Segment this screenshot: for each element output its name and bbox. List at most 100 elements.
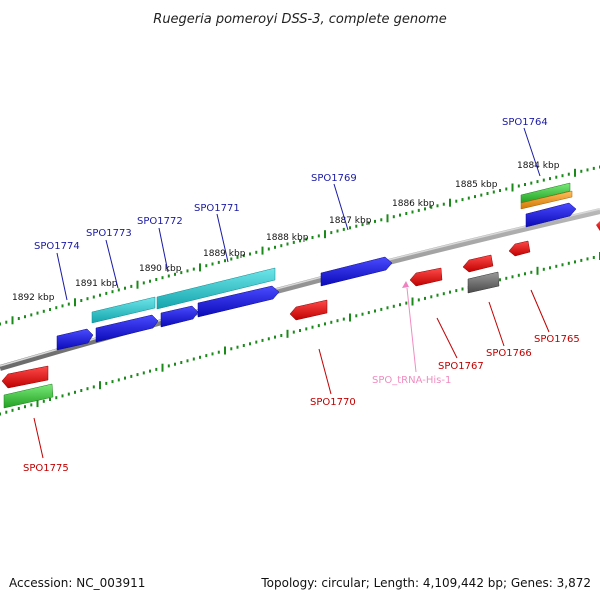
upper-ruler-major-tick — [136, 280, 139, 289]
feature-cyan-spo1771[interactable] — [156, 267, 276, 310]
upper-ruler-minor-tick — [174, 272, 176, 276]
lower-ruler-minor-tick — [524, 272, 526, 276]
gene-label-spo1764[interactable]: SPO1764 — [502, 117, 548, 128]
lower-ruler-minor-tick — [305, 327, 308, 331]
cds-spo1765[interactable] — [508, 240, 531, 257]
lower-ruler-minor-tick — [405, 301, 408, 305]
feature-orange-spo1764[interactable] — [520, 190, 573, 210]
upper-ruler-minor-tick — [192, 267, 195, 271]
upper-ruler-minor-tick — [367, 221, 370, 225]
lower-ruler-minor-tick — [367, 311, 370, 315]
upper-ruler-minor-tick — [55, 306, 58, 310]
upper-ruler-major-tick — [511, 183, 514, 192]
scale-label-1886: 1886 kbp — [392, 199, 435, 209]
lower-ruler-minor-tick — [442, 292, 445, 296]
gene-label-spo1771[interactable]: SPO1771 — [194, 203, 240, 214]
cds-spo1770[interactable] — [289, 299, 328, 321]
lower-ruler-minor-tick — [11, 408, 14, 412]
upper-ruler-minor-tick — [524, 183, 526, 186]
lower-ruler-minor-tick — [117, 378, 120, 382]
upper-ruler-minor-tick — [311, 236, 314, 239]
cds-spo1773[interactable] — [95, 314, 159, 343]
cds-spo1772[interactable] — [160, 305, 199, 328]
upper-ruler-minor-tick — [267, 247, 270, 251]
gene-label-spo1767[interactable]: SPO1767 — [438, 361, 484, 372]
upper-ruler-major-tick — [74, 298, 76, 307]
upper-ruler-minor-tick — [592, 166, 595, 170]
gene-label-spo1765[interactable]: SPO1765 — [534, 334, 580, 345]
lower-ruler-minor-tick — [174, 362, 176, 366]
cds-spo1774[interactable] — [56, 328, 94, 351]
upper-ruler-minor-tick — [586, 168, 589, 172]
upper-ruler-minor-tick — [505, 187, 508, 191]
cds-spo1766[interactable] — [462, 254, 494, 273]
lower-ruler-minor-tick — [386, 306, 389, 310]
cds-edge-right[interactable] — [596, 221, 600, 231]
upper-ruler-minor-tick — [280, 244, 283, 248]
leader-lines — [33, 127, 550, 459]
upper-ruler-minor-tick — [392, 215, 395, 219]
upper-tick-ruler — [0, 165, 600, 326]
cds-spo1775[interactable] — [1, 365, 49, 389]
gene-label-spo1773[interactable]: SPO1773 — [86, 228, 132, 239]
lower-ruler-minor-tick — [511, 275, 514, 279]
scale-label-1891: 1891 kbp — [75, 279, 118, 289]
feature-green-spo1764[interactable] — [520, 182, 571, 204]
leader-spo1765 — [530, 289, 550, 333]
lower-ruler-minor-tick — [530, 270, 533, 274]
lower-ruler-major-tick — [161, 363, 164, 372]
cds-spo1764[interactable] — [525, 202, 577, 228]
gene-label-spo1766[interactable]: SPO1766 — [486, 348, 532, 359]
lower-ruler-minor-tick — [111, 380, 114, 384]
lower-ruler-minor-tick — [342, 317, 345, 321]
cds-spo1767[interactable] — [409, 267, 443, 287]
lower-ruler-minor-tick — [86, 387, 89, 391]
lower-ruler-major-tick — [36, 399, 39, 408]
cds-spo1771[interactable] — [197, 285, 280, 318]
upper-ruler-minor-tick — [124, 286, 126, 290]
lower-ruler-minor-tick — [417, 298, 420, 302]
upper-ruler-minor-tick — [299, 239, 301, 243]
lower-ruler-minor-tick — [0, 412, 1, 416]
leader-spo1773 — [105, 239, 119, 289]
lower-ruler-minor-tick — [105, 381, 108, 385]
leader-spo1775 — [33, 417, 44, 459]
feature-green-spo1775[interactable] — [3, 383, 54, 409]
leader-spo1772 — [158, 227, 169, 273]
gene-label-spo1772[interactable]: SPO1772 — [137, 216, 183, 227]
upper-ruler-major-tick — [324, 230, 326, 239]
upper-ruler-minor-tick — [67, 302, 70, 306]
lower-ruler-major-tick — [224, 346, 226, 355]
lower-ruler-minor-tick — [399, 303, 401, 307]
upper-ruler-minor-tick — [111, 290, 114, 294]
lower-ruler-minor-tick — [561, 263, 564, 267]
lower-ruler-minor-tick — [542, 267, 545, 271]
upper-ruler-minor-tick — [5, 320, 8, 324]
lower-ruler-minor-tick — [142, 371, 145, 375]
upper-ruler-minor-tick — [61, 304, 64, 308]
upper-ruler-minor-tick — [80, 299, 83, 302]
gene-label-trna[interactable]: SPO_tRNA-His-1 — [372, 375, 451, 386]
lower-ruler-minor-tick — [274, 335, 276, 339]
gene-label-spo1770[interactable]: SPO1770 — [310, 397, 356, 408]
feature-cyan-spo1773[interactable] — [91, 296, 156, 324]
lower-ruler-minor-tick — [449, 290, 451, 294]
upper-ruler-minor-tick — [530, 181, 533, 185]
feature-grey-spo1766[interactable] — [467, 271, 500, 294]
gene-label-spo1774[interactable]: SPO1774 — [34, 241, 80, 252]
lower-ruler-minor-tick — [49, 398, 51, 401]
lower-ruler-minor-tick — [311, 325, 314, 329]
cds-spo1769[interactable] — [320, 256, 393, 287]
upper-ruler-minor-tick — [542, 178, 545, 182]
upper-ruler-minor-tick — [161, 276, 164, 280]
lower-ruler-minor-tick — [330, 320, 333, 324]
trna-spo-tRNA-His-1[interactable] — [402, 281, 409, 288]
lower-ruler-major-tick — [99, 381, 101, 390]
upper-ruler-minor-tick — [549, 177, 551, 181]
gene-label-spo1775[interactable]: SPO1775 — [23, 463, 69, 474]
gene-label-spo1769[interactable]: SPO1769 — [311, 173, 357, 184]
upper-ruler-major-tick — [11, 316, 14, 325]
upper-ruler-minor-tick — [255, 250, 258, 254]
upper-ruler-minor-tick — [205, 264, 208, 268]
upper-ruler-minor-tick — [580, 169, 583, 173]
